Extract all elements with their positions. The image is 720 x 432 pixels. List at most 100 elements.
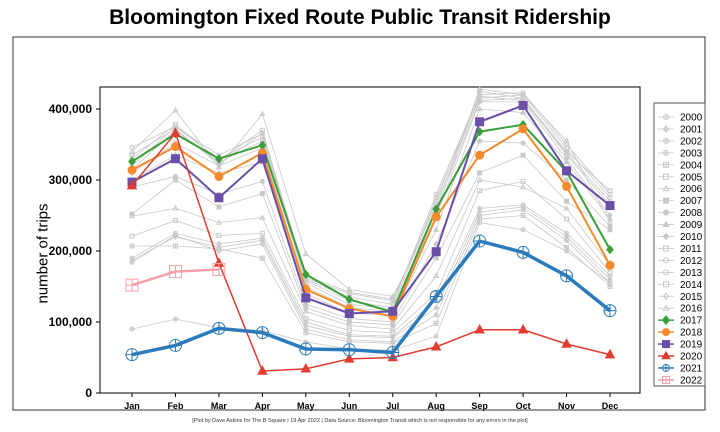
- y-tick-label: 0: [85, 386, 92, 400]
- series-line: [131, 239, 612, 357]
- data-point: [475, 117, 485, 127]
- marker-cross: [303, 330, 308, 335]
- data-point: [431, 212, 441, 222]
- marker-cross: [662, 376, 670, 384]
- data-point: [662, 232, 670, 241]
- data-point: [661, 350, 671, 360]
- data-point: [605, 260, 615, 270]
- legend-label: 2016: [680, 304, 703, 315]
- legend-label: 2013: [680, 268, 703, 279]
- x-tick-label: Jun: [341, 401, 357, 411]
- data-point: [214, 171, 224, 181]
- data-point: [476, 176, 483, 183]
- series-2011: [129, 95, 613, 312]
- data-point: [605, 201, 615, 211]
- data-point: [259, 129, 266, 137]
- data-point: [344, 353, 355, 363]
- data-point: [128, 156, 136, 167]
- marker-cross: [343, 343, 356, 356]
- legend-label: 2021: [680, 363, 703, 374]
- data-point: [129, 211, 135, 217]
- series-2005: [129, 178, 613, 336]
- marker-cross: [212, 322, 225, 335]
- series-line: [131, 127, 611, 318]
- legend-item-2015: 2015: [658, 292, 703, 303]
- legend-item-2008: 2008: [658, 208, 703, 219]
- marker-cross: [216, 246, 221, 251]
- data-point: [172, 106, 179, 113]
- series-line: [131, 206, 611, 339]
- marker-cross: [130, 244, 134, 249]
- data-point: [662, 304, 670, 311]
- legend-label: 2006: [680, 184, 703, 195]
- data-point: [476, 93, 483, 100]
- data-point: [662, 125, 670, 133]
- legend-label: 2008: [680, 208, 703, 219]
- data-point: [259, 214, 266, 220]
- marker-cross: [173, 244, 178, 249]
- series-line: [131, 179, 611, 330]
- y-tick-label: 300,000: [49, 173, 93, 187]
- legend-item-2006: 2006: [658, 184, 703, 195]
- series-2021: [125, 234, 617, 362]
- data-point: [663, 245, 669, 252]
- marker-cross: [564, 245, 569, 250]
- series-line: [131, 88, 611, 297]
- marker-cross: [434, 321, 439, 326]
- data-point: [474, 323, 485, 334]
- data-point: [346, 322, 353, 328]
- x-tick-label: Mar: [211, 401, 228, 411]
- marker-cross: [434, 312, 439, 317]
- marker-cross: [430, 290, 443, 303]
- data-point: [301, 293, 311, 303]
- marker-cross: [169, 339, 182, 352]
- legend: 2000200120022003200420052006200720082009…: [653, 102, 706, 387]
- legend-item-2004: 2004: [658, 160, 703, 171]
- y-tick-label: 200,000: [49, 244, 93, 258]
- data-point: [607, 269, 613, 275]
- data-point: [662, 328, 670, 337]
- legend-item-2007: 2007: [658, 196, 703, 207]
- marker-cross: [663, 114, 669, 120]
- series-2016: [128, 85, 614, 299]
- data-point: [303, 315, 309, 321]
- series-2004: [129, 213, 613, 346]
- legend-label: 2014: [680, 280, 703, 291]
- data-point: [389, 325, 396, 332]
- series-line: [131, 209, 611, 343]
- legend-item-2016: 2016: [658, 304, 703, 315]
- data-point: [607, 188, 613, 194]
- series-line: [131, 95, 611, 300]
- data-point: [172, 204, 179, 211]
- data-point: [477, 138, 483, 144]
- legend-label: 2007: [680, 196, 703, 207]
- series-2008: [129, 138, 613, 325]
- data-point: [216, 232, 222, 238]
- data-point: [433, 198, 439, 204]
- x-tick-label: Jul: [386, 401, 399, 411]
- data-point: [520, 140, 526, 146]
- data-point: [302, 307, 309, 314]
- data-point: [663, 281, 669, 288]
- legend-item-2013: 2013: [658, 268, 703, 279]
- data-point: [172, 173, 178, 179]
- series-line: [131, 131, 611, 372]
- legend-item-2021: 2021: [658, 363, 703, 374]
- footer-note: [Plot by Dave Askins for The B Square | …: [192, 418, 528, 424]
- data-point: [215, 163, 222, 170]
- data-point: [259, 230, 265, 236]
- data-point: [520, 91, 527, 97]
- legend-label: 2000: [680, 113, 703, 124]
- data-point: [663, 257, 669, 264]
- marker-cross: [517, 246, 530, 259]
- marker-cross: [126, 279, 138, 292]
- marker-cross: [663, 162, 669, 168]
- series-line: [131, 123, 611, 314]
- legend-label: 2018: [680, 328, 703, 339]
- legend-label: 2003: [680, 148, 703, 159]
- data-point: [215, 154, 223, 164]
- legend-label: 2001: [680, 124, 703, 135]
- marker-cross: [256, 326, 269, 339]
- marker-cross: [521, 213, 526, 218]
